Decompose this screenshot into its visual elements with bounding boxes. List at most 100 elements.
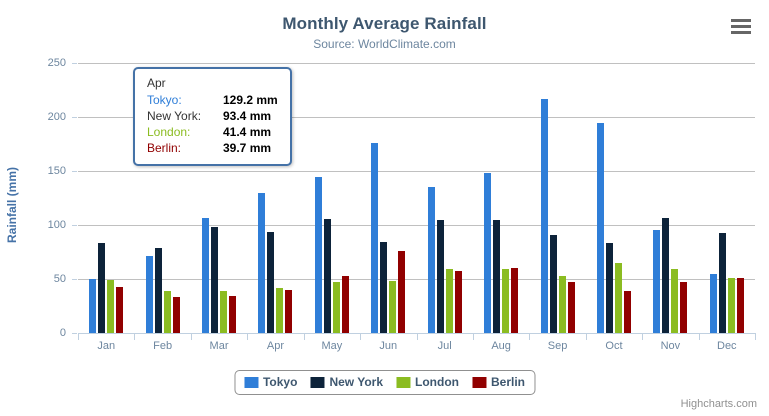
x-axis-tick-mark	[472, 334, 474, 340]
y-gridline	[78, 225, 755, 226]
bar-london-dec[interactable]	[727, 277, 735, 333]
bar-berlin-nov[interactable]	[680, 282, 688, 333]
y-axis-tick-mark	[72, 225, 77, 226]
y-gridline	[78, 171, 755, 172]
hamburger-bar	[731, 19, 751, 22]
bar-new-york-may[interactable]	[323, 218, 331, 333]
bar-new-york-jul[interactable]	[436, 219, 444, 333]
x-axis-tick-mark	[416, 334, 418, 340]
bar-london-nov[interactable]	[671, 268, 679, 333]
legend-swatch-icon	[472, 376, 486, 388]
x-axis-tick-mark	[529, 334, 531, 340]
bar-new-york-mar[interactable]	[211, 226, 219, 333]
tooltip-series-value: 41.4 mm	[223, 125, 272, 139]
y-axis-tick-mark	[72, 333, 77, 334]
bar-tokyo-jan[interactable]	[89, 279, 97, 333]
bar-new-york-nov[interactable]	[662, 217, 670, 333]
x-axis-tick-label: Aug	[491, 340, 511, 352]
y-axis-title: Rainfall (mm)	[5, 167, 19, 244]
hamburger-menu-icon[interactable]	[729, 16, 753, 38]
x-axis-tick-label: Feb	[153, 340, 173, 352]
bar-tokyo-may[interactable]	[314, 177, 322, 333]
bar-new-york-apr[interactable]	[267, 232, 275, 333]
bar-london-jul[interactable]	[445, 269, 453, 333]
bar-berlin-aug[interactable]	[511, 267, 519, 333]
y-gridline	[78, 279, 755, 280]
bar-tokyo-jul[interactable]	[427, 186, 435, 333]
chart-tooltip: Apr Tokyo: 129.2 mm New York: 93.4 mm London…	[133, 67, 292, 166]
bar-london-feb[interactable]	[163, 291, 171, 333]
x-axis-line	[78, 333, 756, 334]
legend-item-label: Tokyo	[262, 375, 298, 389]
bar-london-apr[interactable]	[276, 288, 284, 333]
tooltip-series-value: 129.2 mm	[223, 93, 278, 107]
bar-berlin-mar[interactable]	[229, 295, 237, 333]
y-axis-tick-label: 50	[53, 273, 66, 285]
bar-new-york-oct[interactable]	[605, 242, 613, 333]
x-axis-tick-label: Jan	[97, 340, 116, 352]
y-axis-tick-mark	[72, 171, 77, 172]
chart-subtitle: Source: WorldClimate.com	[313, 37, 456, 51]
bar-new-york-jan[interactable]	[98, 242, 106, 333]
tooltip-series-value: 93.4 mm	[223, 109, 272, 123]
x-axis-tick-label: May	[321, 340, 343, 352]
legend-item-new-york[interactable]: New York	[310, 375, 383, 389]
hamburger-bar	[731, 25, 751, 28]
bar-berlin-apr[interactable]	[285, 290, 293, 333]
bar-tokyo-nov[interactable]	[653, 229, 661, 333]
bar-new-york-sep[interactable]	[549, 234, 557, 333]
bar-berlin-may[interactable]	[341, 276, 349, 333]
legend-swatch-icon	[396, 376, 411, 388]
chart-legend: Tokyo New York London Berlin	[233, 370, 536, 395]
y-gridline	[78, 63, 755, 64]
tooltip-row: New York: 93.4 mm	[147, 108, 278, 124]
y-axis-tick-mark	[72, 63, 77, 64]
x-axis-tick-label: Dec	[717, 340, 737, 352]
tooltip-series-name: New York:	[147, 109, 202, 123]
bar-tokyo-aug[interactable]	[484, 172, 492, 333]
credits-label[interactable]: Highcharts.com	[680, 398, 757, 410]
bar-berlin-dec[interactable]	[736, 277, 744, 333]
bar-berlin-sep[interactable]	[567, 281, 575, 333]
y-axis-tick-label: 150	[47, 165, 66, 177]
x-axis-tick-mark	[585, 334, 587, 340]
bar-tokyo-feb[interactable]	[145, 255, 153, 333]
bar-tokyo-jun[interactable]	[371, 142, 379, 333]
y-axis-tick-label: 0	[59, 327, 66, 339]
bar-london-jun[interactable]	[389, 280, 397, 333]
bar-new-york-aug[interactable]	[493, 220, 501, 333]
legend-item-tokyo[interactable]: Tokyo	[243, 375, 298, 389]
x-axis-tick-label: Jul	[437, 340, 452, 352]
bar-berlin-jul[interactable]	[454, 271, 462, 333]
y-gridline	[78, 117, 755, 118]
tooltip-header: Apr	[147, 76, 166, 90]
bar-london-may[interactable]	[332, 282, 340, 333]
tooltip-series-name: Berlin:	[147, 141, 182, 155]
bar-london-jan[interactable]	[107, 280, 115, 333]
x-axis-tick-mark	[190, 334, 192, 340]
bar-new-york-feb[interactable]	[154, 247, 162, 333]
bar-berlin-jan[interactable]	[116, 287, 124, 333]
legend-item-london[interactable]: London	[396, 375, 459, 389]
x-axis-tick-label: Jun	[379, 340, 398, 352]
bar-tokyo-apr[interactable]	[258, 193, 266, 333]
bar-new-york-dec[interactable]	[718, 233, 726, 333]
bar-london-oct[interactable]	[614, 262, 622, 333]
legend-item-berlin[interactable]: Berlin	[472, 375, 525, 389]
bar-london-sep[interactable]	[558, 276, 566, 333]
x-axis-tick-mark	[134, 334, 136, 340]
bar-tokyo-mar[interactable]	[202, 218, 210, 333]
bar-tokyo-oct[interactable]	[596, 123, 604, 333]
bar-berlin-jun[interactable]	[398, 251, 406, 333]
bar-london-mar[interactable]	[220, 290, 228, 333]
bar-berlin-feb[interactable]	[172, 297, 180, 333]
hamburger-bar	[731, 31, 751, 34]
bar-london-aug[interactable]	[502, 268, 510, 333]
bar-new-york-jun[interactable]	[380, 241, 388, 333]
bar-berlin-oct[interactable]	[623, 290, 631, 333]
bar-tokyo-dec[interactable]	[709, 274, 717, 333]
tooltip-series-name: Tokyo:	[147, 93, 182, 107]
legend-swatch-icon	[310, 376, 325, 388]
bar-tokyo-sep[interactable]	[540, 99, 548, 333]
